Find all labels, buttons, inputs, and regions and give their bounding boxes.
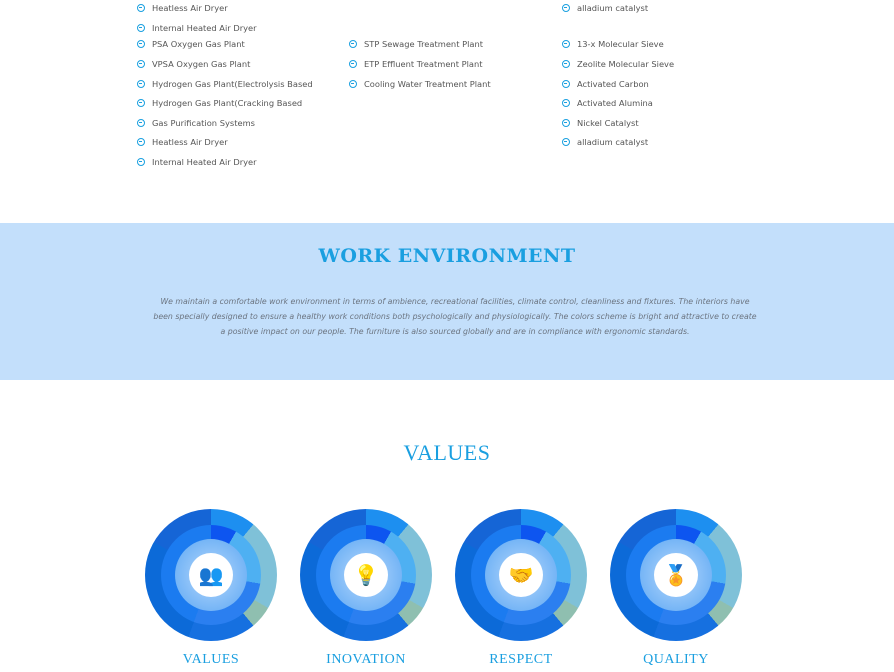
list-item-label: Heatless Air Dryer	[152, 3, 228, 13]
value-circle: 🏅	[610, 509, 742, 641]
list-item-label: Activated Alumina	[577, 98, 653, 108]
list-item[interactable]: Heatless Air Dryer	[137, 137, 228, 147]
list-item[interactable]: alladium catalyst	[562, 137, 648, 147]
list-item[interactable]: alladium catalyst	[562, 3, 648, 13]
list-item[interactable]: Internal Heated Air Dryer	[137, 157, 257, 167]
circle-arrow-right-icon	[137, 99, 145, 107]
circle-arrow-right-icon	[562, 60, 570, 68]
list-item[interactable]: Internal Heated Air Dryer	[137, 23, 257, 33]
list-item-label: Hydrogen Gas Plant(Cracking Based	[152, 98, 303, 108]
list-item-label: STP Sewage Treatment Plant	[364, 39, 483, 49]
list-item-label: Activated Carbon	[577, 79, 649, 89]
list-item[interactable]: 13-x Molecular Sieve	[562, 39, 664, 49]
list-item-label: Zeolite Molecular Sieve	[577, 59, 675, 69]
list-item-label: Heatless Air Dryer	[152, 137, 228, 147]
circle-arrow-right-icon	[562, 4, 570, 12]
circle-arrow-right-icon	[137, 4, 145, 12]
circle-arrow-right-icon	[562, 138, 570, 146]
list-item[interactable]: Zeolite Molecular Sieve	[562, 59, 674, 69]
circle-arrow-right-icon	[349, 60, 357, 68]
list-item-label: Nickel Catalyst	[577, 118, 639, 128]
circle-arrow-right-icon	[137, 158, 145, 166]
list-item-label: alladium catalyst	[577, 3, 649, 13]
people-icon: 👥	[189, 553, 233, 597]
handshake-icon: 🤝	[499, 553, 543, 597]
list-item-label: 13-x Molecular Sieve	[577, 39, 664, 49]
list-item-label: PSA Oxygen Gas Plant	[152, 39, 245, 49]
list-item[interactable]: Hydrogen Gas Plant(Electrolysis Based	[137, 79, 313, 89]
list-item-label: Cooling Water Treatment Plant	[364, 79, 491, 89]
list-item-label: Hydrogen Gas Plant(Electrolysis Based	[152, 79, 313, 89]
circle-arrow-right-icon	[137, 40, 145, 48]
list-item[interactable]: Gas Purification Systems	[137, 118, 255, 128]
list-item[interactable]: STP Sewage Treatment Plant	[349, 39, 483, 49]
values-title: VALUES	[403, 440, 491, 465]
list-item[interactable]: Nickel Catalyst	[562, 118, 639, 128]
list-item-label: Internal Heated Air Dryer	[152, 23, 257, 33]
list-item[interactable]: Hydrogen Gas Plant(Cracking Based	[137, 98, 302, 108]
circle-arrow-right-icon	[349, 40, 357, 48]
list-item[interactable]: Activated Alumina	[562, 98, 653, 108]
list-item[interactable]: PSA Oxygen Gas Plant	[137, 39, 245, 49]
list-item[interactable]: Heatless Air Dryer	[137, 3, 228, 13]
value-circle: 💡	[300, 509, 432, 641]
list-item-label: Gas Purification Systems	[152, 118, 255, 128]
circle-arrow-right-icon	[562, 99, 570, 107]
list-item-label: Internal Heated Air Dryer	[152, 157, 257, 167]
circle-arrow-right-icon	[137, 24, 145, 32]
circle-arrow-right-icon	[137, 138, 145, 146]
value-label: RESPECT	[489, 652, 553, 667]
circle-arrow-right-icon	[137, 119, 145, 127]
list-item[interactable]: Activated Carbon	[562, 79, 649, 89]
circle-arrow-right-icon	[562, 80, 570, 88]
circle-arrow-right-icon	[137, 80, 145, 88]
circle-arrow-right-icon	[137, 60, 145, 68]
value-label: QUALITY	[643, 652, 709, 667]
value-circle: 👥	[145, 509, 277, 641]
circle-arrow-right-icon	[562, 40, 570, 48]
value-label: INOVATION	[326, 652, 406, 667]
list-item-label: alladium catalyst	[577, 137, 649, 147]
list-item-label: ETP Effluent Treatment Plant	[364, 59, 483, 69]
work-environment-text: We maintain a comfortable work environme…	[153, 297, 757, 336]
lightbulb-icon: 💡	[344, 553, 388, 597]
circle-arrow-right-icon	[349, 80, 357, 88]
work-environment-title: WORK ENVIRONMENT	[318, 245, 576, 267]
value-label: VALUES	[182, 652, 240, 667]
list-item[interactable]: ETP Effluent Treatment Plant	[349, 59, 483, 69]
list-item-label: VPSA Oxygen Gas Plant	[152, 59, 251, 69]
circle-arrow-right-icon	[562, 119, 570, 127]
work-environment-section	[0, 223, 894, 380]
award-ribbon-icon: 🏅	[654, 553, 698, 597]
list-item[interactable]: Cooling Water Treatment Plant	[349, 79, 491, 89]
list-item[interactable]: VPSA Oxygen Gas Plant	[137, 59, 250, 69]
value-circle: 🤝	[455, 509, 587, 641]
